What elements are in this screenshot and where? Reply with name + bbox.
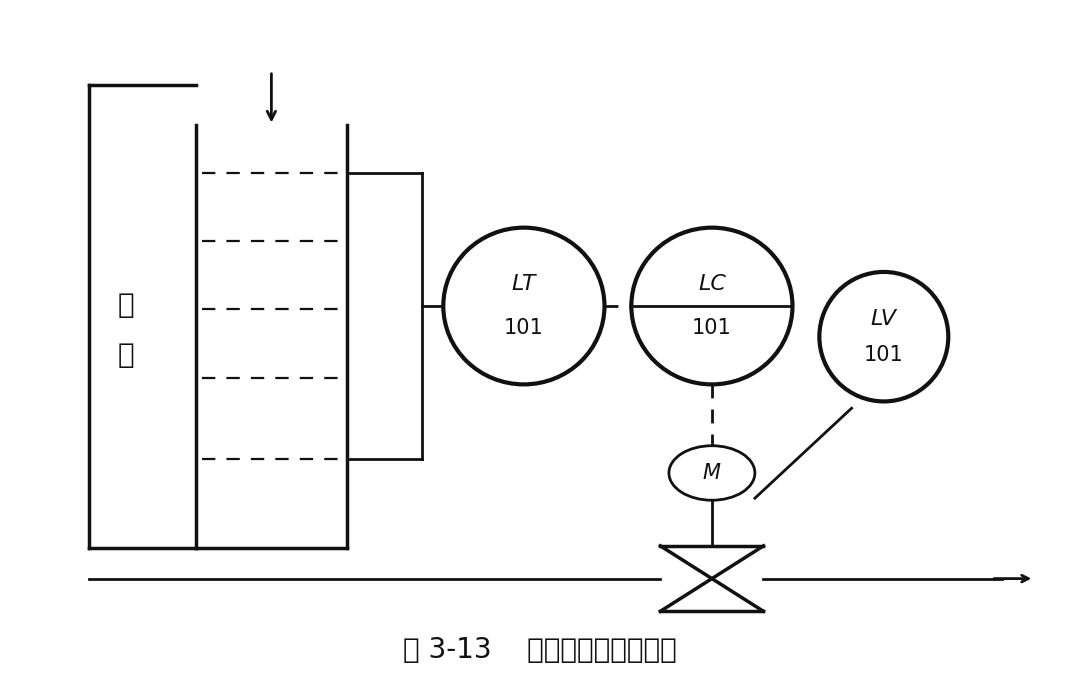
Text: 水
槽: 水 槽 (118, 291, 135, 369)
Ellipse shape (632, 227, 793, 385)
Text: LT: LT (512, 274, 536, 294)
Ellipse shape (443, 227, 605, 385)
Circle shape (669, 446, 755, 500)
Ellipse shape (820, 272, 948, 401)
Text: M: M (703, 463, 721, 483)
Text: 101: 101 (504, 318, 543, 338)
Text: LV: LV (870, 308, 896, 328)
Text: 101: 101 (692, 318, 732, 338)
Text: LC: LC (698, 274, 726, 294)
Text: 图 3-13    液位控制系统流程图: 图 3-13 液位控制系统流程图 (403, 636, 677, 664)
Text: 101: 101 (864, 345, 904, 365)
